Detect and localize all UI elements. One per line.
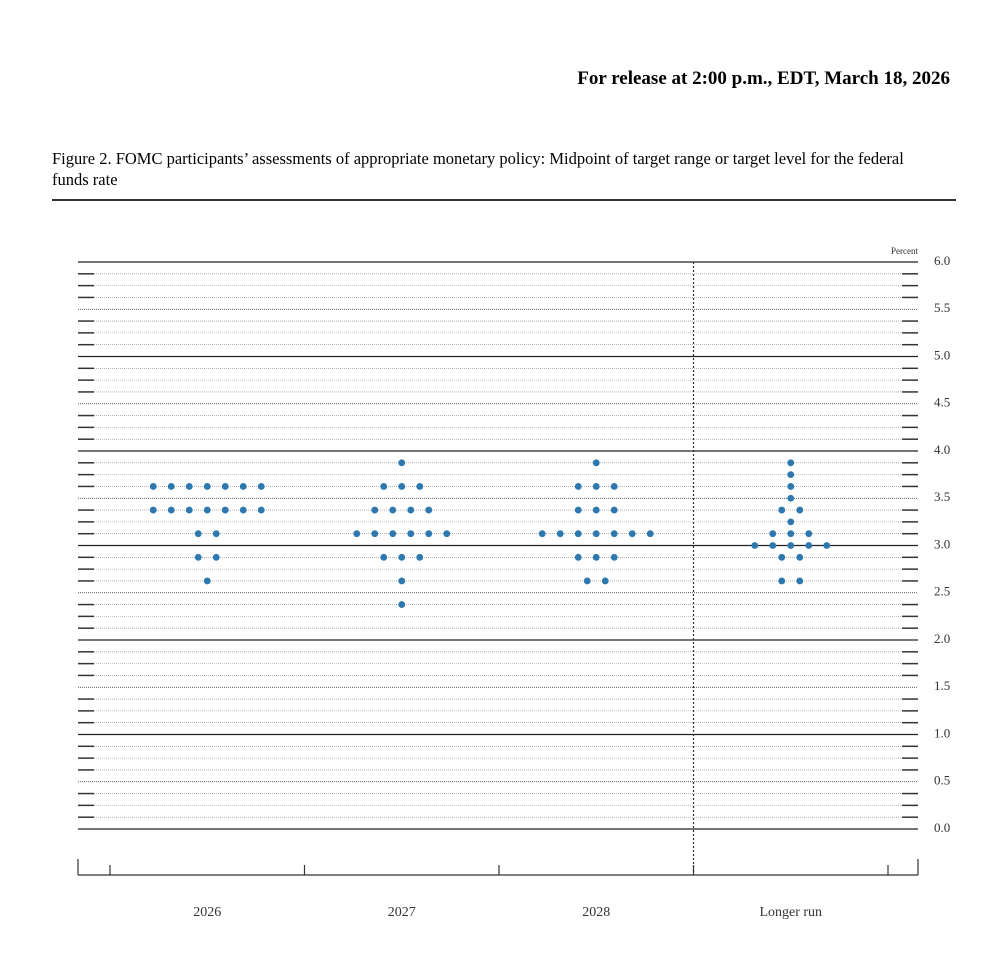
dot xyxy=(389,506,397,514)
dot xyxy=(787,494,795,502)
dot xyxy=(167,506,175,514)
dot xyxy=(353,530,361,538)
dot xyxy=(389,530,397,538)
dot xyxy=(212,530,220,538)
y-tick-label: 0.0 xyxy=(934,820,950,835)
dot xyxy=(805,542,813,549)
x-tick-label: 2028 xyxy=(582,905,610,920)
dot xyxy=(592,483,600,490)
dot xyxy=(823,542,831,549)
dot xyxy=(610,553,618,561)
y-tick-label: 5.5 xyxy=(934,300,950,315)
dot xyxy=(398,601,406,608)
dot xyxy=(574,530,582,538)
dot xyxy=(787,542,795,549)
dot xyxy=(796,553,804,561)
x-tick-label: Longer run xyxy=(759,905,822,920)
dot xyxy=(769,542,777,549)
y-tick-label: 3.5 xyxy=(934,489,950,504)
x-tick-label: 2026 xyxy=(193,905,221,920)
dot xyxy=(556,530,564,538)
y-tick-label: 1.0 xyxy=(934,725,950,740)
dot xyxy=(592,459,600,467)
dot xyxy=(425,506,433,514)
dot xyxy=(796,506,804,514)
dot xyxy=(407,506,415,514)
dot xyxy=(380,553,388,561)
dot xyxy=(778,553,786,561)
dot xyxy=(203,577,211,585)
dot xyxy=(646,530,654,538)
dot xyxy=(407,530,415,538)
dot xyxy=(185,506,193,514)
dot xyxy=(167,483,175,490)
y-tick-label: 2.0 xyxy=(934,631,950,646)
dot xyxy=(610,506,618,514)
dot xyxy=(221,506,229,514)
dot xyxy=(380,483,388,490)
y-axis-label: Percent xyxy=(891,246,918,256)
dot xyxy=(185,483,193,490)
dot xyxy=(203,483,211,490)
dot xyxy=(574,483,582,490)
dot xyxy=(592,530,600,538)
dot xyxy=(610,483,618,490)
dot xyxy=(751,542,759,549)
dot xyxy=(257,506,265,514)
dot xyxy=(592,506,600,514)
y-tick-label: 0.5 xyxy=(934,773,950,788)
dot xyxy=(592,553,600,561)
dot xyxy=(371,530,379,538)
dot xyxy=(778,577,786,585)
y-tick-label: 6.0 xyxy=(934,253,950,268)
dot xyxy=(398,483,406,490)
y-tick-label: 3.0 xyxy=(934,536,950,551)
dot xyxy=(212,553,220,561)
y-tick-label: 4.0 xyxy=(934,442,950,457)
dot xyxy=(398,553,406,561)
dot xyxy=(787,518,795,526)
dot xyxy=(194,553,202,561)
dot xyxy=(574,506,582,514)
dot xyxy=(239,506,247,514)
dot xyxy=(778,506,786,514)
dot xyxy=(796,577,804,585)
dot xyxy=(769,530,777,538)
dot xyxy=(221,483,229,490)
dot xyxy=(787,459,795,467)
dot xyxy=(805,530,813,538)
chart-title: Figure 2. FOMC participants’ assessments… xyxy=(52,149,904,189)
dot xyxy=(149,506,157,514)
y-tick-label: 4.5 xyxy=(934,395,950,410)
y-tick-label: 1.5 xyxy=(934,678,950,693)
dot xyxy=(398,577,406,585)
dot xyxy=(371,506,379,514)
dot xyxy=(610,530,618,538)
dot xyxy=(194,530,202,538)
dot xyxy=(787,530,795,538)
dot xyxy=(583,577,591,585)
dot xyxy=(628,530,636,538)
dot xyxy=(398,459,406,467)
dot xyxy=(257,483,265,490)
release-note: For release at 2:00 p.m., EDT, March 18,… xyxy=(577,68,950,89)
dot xyxy=(787,483,795,490)
dot xyxy=(416,553,424,561)
dot xyxy=(203,506,211,514)
dot xyxy=(601,577,609,585)
y-tick-label: 2.5 xyxy=(934,584,950,599)
y-tick-label: 5.0 xyxy=(934,347,950,362)
dot xyxy=(443,530,451,538)
dot xyxy=(239,483,247,490)
dot xyxy=(574,553,582,561)
dot xyxy=(787,471,795,479)
dot xyxy=(425,530,433,538)
dot xyxy=(149,483,157,490)
dot xyxy=(416,483,424,490)
dot xyxy=(538,530,546,538)
x-tick-label: 2027 xyxy=(388,905,416,920)
